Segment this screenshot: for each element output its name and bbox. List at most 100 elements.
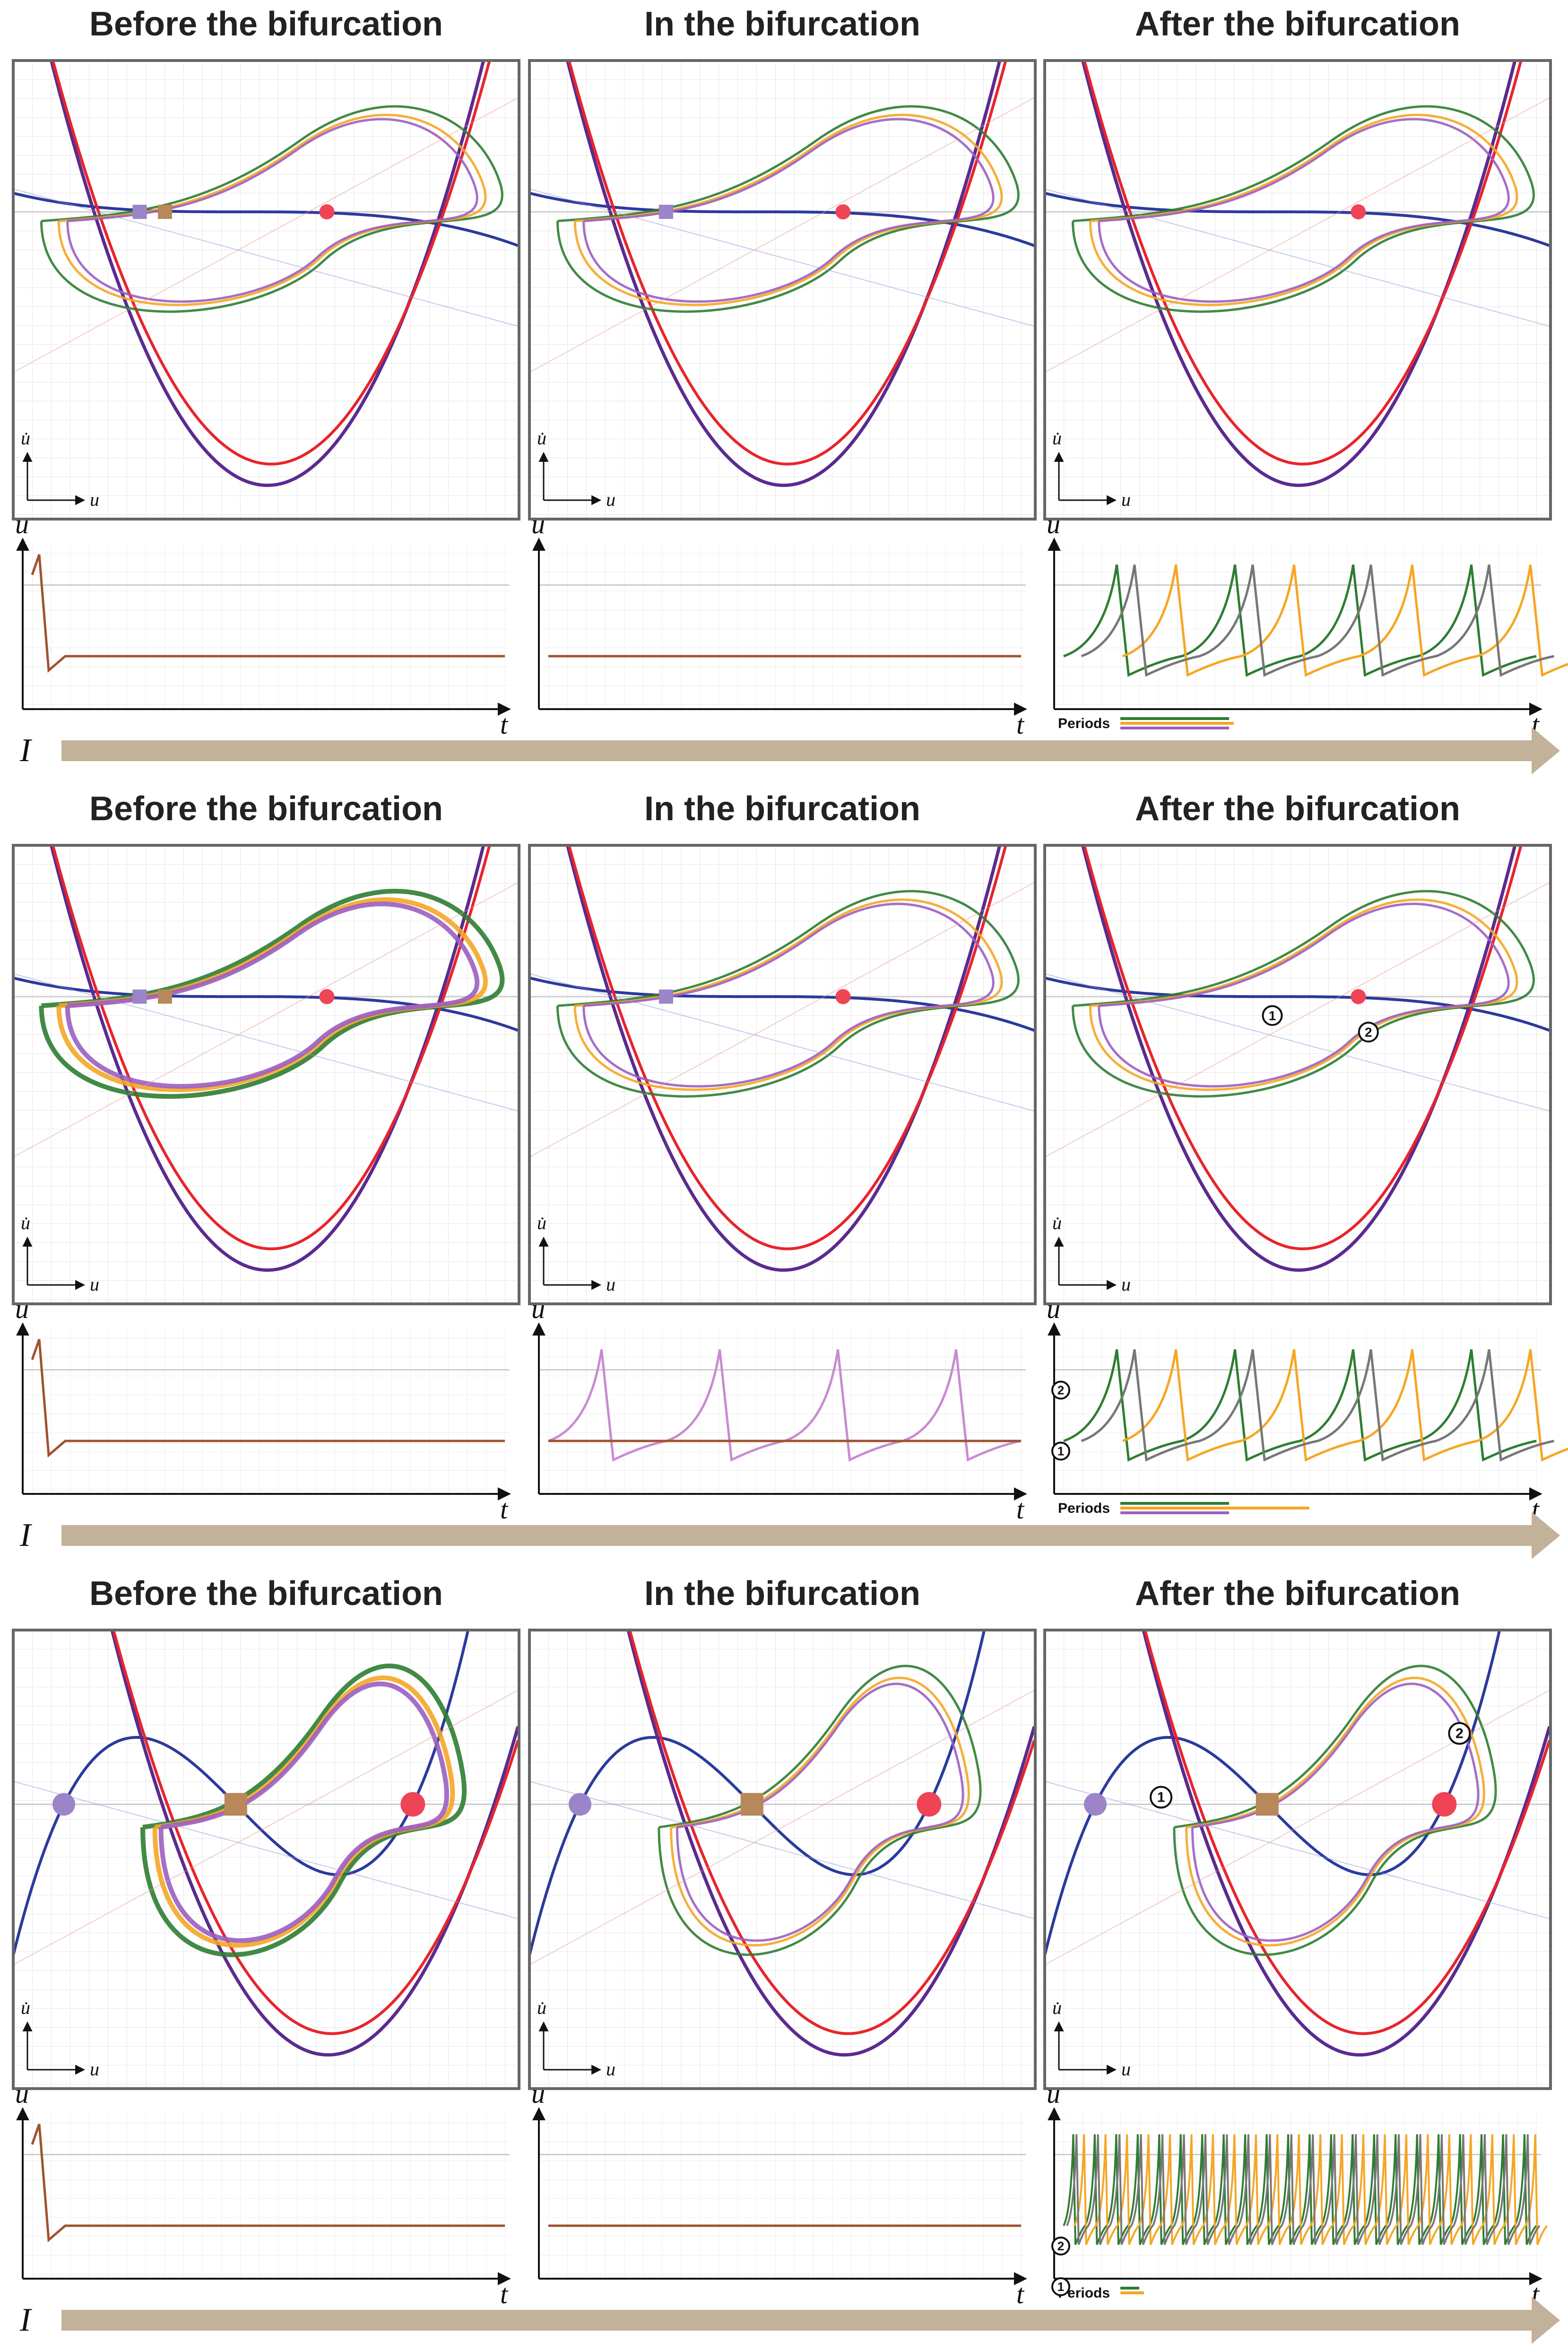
trajectory-green <box>1173 1665 1497 1956</box>
trajectory-purple <box>1098 902 1510 1088</box>
marker-2-label: 2 <box>1455 1726 1464 1742</box>
equilibrium-red <box>835 989 851 1005</box>
trajectory-green <box>1071 105 1535 313</box>
axis-label-u: u <box>606 489 615 510</box>
panel-title: Before the bifurcation <box>89 5 443 43</box>
phase-plot-area: 12 <box>1045 845 1551 1304</box>
panel-title: In the bifurcation <box>644 790 920 828</box>
timeseries-grid <box>23 1328 510 1494</box>
trace-green <box>1063 1349 1537 1462</box>
nullcline-purple <box>565 61 1002 487</box>
u-axis-label: u <box>1047 2078 1060 2109</box>
trajectory-green <box>1071 890 1535 1098</box>
phase-plane: u u̇ <box>528 1629 1037 2090</box>
nullcline-purple <box>49 845 485 1272</box>
parameter-arrow-shape <box>61 2297 1560 2344</box>
panel-title: After the bifurcation <box>1135 790 1460 828</box>
parameter-label: I <box>19 732 33 769</box>
axis-label-udot: u̇ <box>537 1212 546 1233</box>
nullcline-red <box>628 1630 1035 2035</box>
trajectory-green <box>140 1663 467 1957</box>
phase-plane: u u̇ <box>528 59 1037 521</box>
axis-label-udot: u̇ <box>537 1997 546 2018</box>
trajectory-orange <box>1089 113 1518 306</box>
nullcline-purple <box>1081 61 1517 487</box>
phase-plot-area <box>529 845 1035 1304</box>
trajectory-green <box>556 105 1020 313</box>
phase-plot-area <box>13 1630 519 2089</box>
eigen-line-blue <box>529 1781 1035 1920</box>
nullcline-red <box>112 1630 519 2035</box>
axis-label-u: u <box>1121 489 1131 510</box>
axis-label-u: u <box>606 2058 615 2080</box>
equilibrium-red <box>400 1792 425 1817</box>
panel-title: After the bifurcation <box>1135 1575 1460 1613</box>
phase-frame <box>12 1629 520 2090</box>
phase-plane: u u̇ <box>12 844 520 1305</box>
trajectory-purple <box>676 1683 964 1942</box>
nullcline-red <box>567 845 1007 1250</box>
parameter-arrow: I <box>19 727 1560 774</box>
eigen-line-blue <box>13 188 519 327</box>
timeseries-grid <box>1054 544 1541 709</box>
marker-1-circle <box>1262 1005 1283 1026</box>
parameter-arrow-shape <box>61 727 1560 774</box>
eigen-line-red <box>1045 881 1551 1158</box>
ts-marker-2-circle <box>1051 1380 1070 1400</box>
axis-label-udot: u̇ <box>1052 427 1062 449</box>
timeseries-grid <box>539 2113 1026 2279</box>
ts-marker-2-label: 2 <box>1057 1383 1064 1397</box>
time-axis-label: t <box>500 1494 509 1525</box>
equilibrium-saddle <box>1256 1793 1279 1816</box>
u-axis-label: u <box>531 1293 545 1324</box>
timeseries-grid <box>23 544 510 709</box>
u-axis-label: u <box>531 2078 545 2109</box>
nullcline-purple <box>1142 1630 1551 2057</box>
equilibrium-red <box>1351 204 1366 220</box>
equilibrium-red <box>1351 989 1366 1005</box>
parameter-arrow-shape <box>61 1512 1560 1559</box>
eigen-line-red <box>13 96 519 373</box>
ts-marker-1-label: 1 <box>1057 1444 1064 1458</box>
time-series: tu <box>15 2078 511 2309</box>
equilibrium-purple <box>1084 1793 1107 1816</box>
parameter-label: I <box>19 2302 33 2338</box>
timeseries-trace <box>31 554 505 673</box>
nullcline-red <box>51 845 491 1250</box>
marker-2-label: 2 <box>1365 1025 1372 1040</box>
ts-marker-1-circle <box>1051 1441 1070 1461</box>
trajectory-purple <box>66 118 478 303</box>
trace-orange <box>1122 1349 1568 1462</box>
eigen-line-blue <box>13 1781 519 1920</box>
panel-title: Before the bifurcation <box>89 790 443 828</box>
axis-label-u: u <box>606 1274 615 1295</box>
panel-title: In the bifurcation <box>644 1575 920 1613</box>
phase-plane: u u̇ <box>12 59 520 521</box>
equilibrium-saddle-node <box>658 989 673 1004</box>
u-axis-label: u <box>15 509 29 539</box>
trajectory-purple <box>582 118 995 303</box>
phase-grid <box>529 1630 1035 2089</box>
trajectory-green <box>40 105 503 313</box>
phase-plot-area <box>529 61 1035 519</box>
trajectory-orange <box>57 113 487 306</box>
trajectory-purple <box>65 902 480 1089</box>
trajectory-green <box>556 890 1020 1098</box>
phase-frame <box>1043 1629 1552 2090</box>
equilibrium-saddle <box>740 1793 763 1816</box>
axis-label-udot: u̇ <box>1052 1212 1062 1233</box>
u-axis-label: u <box>1047 509 1060 539</box>
phase-frame <box>12 59 520 521</box>
time-series: tu <box>531 509 1027 740</box>
nullcline-blue <box>529 1630 986 1956</box>
eigen-line-red <box>1045 96 1551 373</box>
eigen-line-red <box>529 1689 1035 1965</box>
